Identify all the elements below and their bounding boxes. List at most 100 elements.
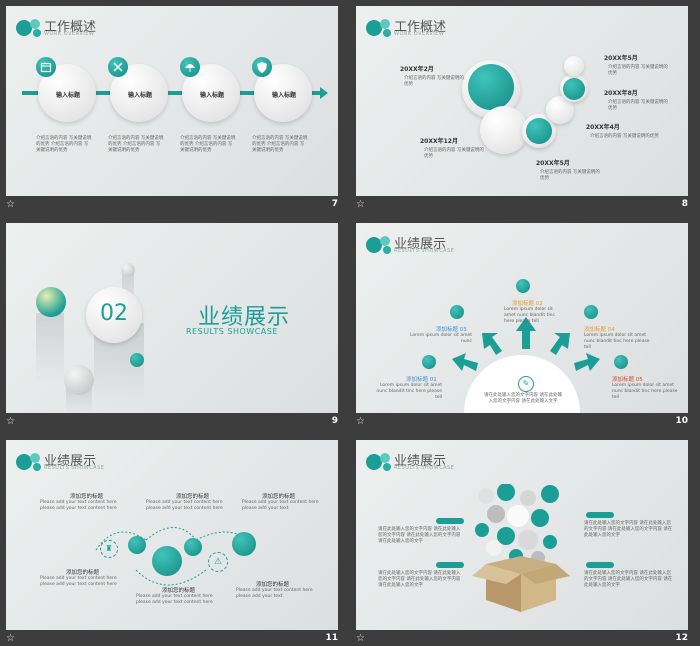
item-text: Please add your text content here please… [40, 576, 117, 587]
slide-footer: ☆ 9 [6, 415, 338, 429]
timeline-circle [526, 118, 552, 144]
logo-icon [366, 236, 391, 254]
item-label: 添加标题 03 [436, 327, 467, 333]
milestone-date: 20XX年5月 [536, 160, 570, 167]
slide-number: 12 [675, 633, 688, 643]
slide-number: 7 [331, 199, 338, 209]
slide-thumbnail-8[interactable]: 工作概述 WORK OVERVIEW 20XX年2月 介绍言语的内容 写关键说明… [350, 0, 688, 212]
slide-footer: ☆ 12 [356, 632, 688, 646]
milestone-text: 介绍言语的内容 写关键说明的优势 [608, 65, 668, 76]
slide-canvas: 02 业绩展示 RESULTS SHOWCASE [6, 223, 338, 413]
item-text: Please add your text content here please… [40, 500, 117, 511]
radial-arrows [452, 317, 600, 371]
slide-number: 9 [331, 416, 338, 426]
text-block: 请在此处输入您的文字内容 请在此处输入您的文字内容 请在此处输入您的文字内容 请… [378, 571, 461, 588]
star-icon[interactable]: ☆ [356, 633, 365, 644]
step-label: 输入标题 [271, 92, 296, 99]
slide-thumbnail-12[interactable]: 业绩展示 RESULTS SHOWCASE 请在此处输入您的文字内容 请在此处输… [350, 434, 688, 646]
item-text: Lorem ipsum dolor sit amet nunc blandit … [504, 307, 555, 324]
timeline-circle [480, 106, 528, 154]
logo-icon [366, 453, 391, 471]
slide-number: 8 [681, 199, 688, 209]
star-icon[interactable]: ☆ [6, 199, 15, 210]
item-label: 添加您的标题 [66, 570, 100, 576]
slide-canvas: 业绩展示 RESULTS SHOWCASE ✎ 请在此处输入您的文字内容 请在此… [356, 223, 688, 413]
text-block: 请在此处输入您的文字内容 请在此处输入您的文字内容 请在此处输入您的文字内容 请… [584, 521, 673, 538]
decorative-ball [36, 287, 66, 317]
slide-subtitle: RESULTS SHOWCASE [394, 248, 455, 254]
milestone-text: 介绍言语的内容 写关键说明的优势 [424, 148, 484, 159]
item-text: Lorem ipsum dolor sit amet nunc [410, 333, 472, 344]
star-icon[interactable]: ☆ [356, 199, 365, 210]
text-block: 请在此处输入您的文字内容 请在此处输入您的文字内容 请在此处输入您的文字内容 请… [584, 571, 673, 588]
milestone-text: 介绍言语的内容 写关键说明的优势 [608, 100, 668, 111]
slide-subtitle: RESULTS SHOWCASE [44, 465, 105, 471]
item-label: 添加标题 05 [612, 377, 643, 383]
timeline-circle [468, 64, 514, 110]
slide-canvas: 工作概述 WORK OVERVIEW 输入标题 介绍言语的内容 写关键说明的优势… [6, 6, 338, 196]
step-description: 介绍言语的内容 写关键说明的优势 介绍言语的内容 写关键说明的优势 [108, 136, 164, 153]
item-text: Please add your text content here please… [242, 500, 319, 511]
slide-thumbnail-11[interactable]: 业绩展示 RESULTS SHOWCASE ♜ ⚠ 添加您的标题 Please … [0, 434, 338, 646]
slide-thumbnail-9[interactable]: 02 业绩展示 RESULTS SHOWCASE ☆ 9 [0, 217, 338, 429]
section-number: 02 [100, 301, 128, 326]
calendar-icon [36, 57, 56, 77]
home-icon [184, 538, 202, 556]
star-badge-icon [614, 355, 628, 369]
item-text: Lorem ipsum dolor sit amet nunc blandit … [584, 333, 650, 350]
slide-footer: ☆ 7 [6, 198, 338, 212]
slide-number: 10 [675, 416, 688, 426]
tools-icon [108, 57, 128, 77]
timeline-circle [563, 78, 585, 100]
pencil-icon: ✎ [518, 376, 534, 392]
logo-icon [16, 453, 41, 471]
item-label: 添加标题 02 [512, 301, 543, 307]
step-description: 介绍言语的内容 写关键说明的优势 介绍言语的内容 写关键说明的优势 [252, 136, 308, 153]
decorative-ball [64, 365, 94, 395]
milestone-date: 20XX年2月 [400, 66, 434, 73]
item-text: Lorem ipsum dolor sit amet nunc blandit … [612, 383, 678, 400]
item-text: Please add your text content here please… [236, 588, 313, 599]
milestone-text: 介绍言语的内容 写关键说明的优势 [590, 134, 659, 139]
label-tag [586, 512, 614, 518]
heart-icon [422, 355, 436, 369]
timeline-circle [564, 56, 584, 76]
item-label: 添加您的标题 [70, 494, 104, 500]
star-icon[interactable]: ☆ [6, 416, 15, 427]
warning-icon: ⚠ [208, 552, 228, 572]
milestone-text: 介绍言语的内容 写关键说明的优势 [404, 76, 464, 87]
slide-thumbnail-10[interactable]: 业绩展示 RESULTS SHOWCASE ✎ 请在此处输入您的文字内容 请在此… [350, 217, 688, 429]
item-label: 添加您的标题 [256, 582, 290, 588]
decorative-ball [121, 263, 135, 277]
text-block: 请在此处输入您的文字内容 请在此处输入您的文字内容 请在此处输入您的文字内容 请… [378, 527, 461, 544]
step-description: 介绍言语的内容 写关键说明的优势 介绍言语的内容 写关键说明的优势 [36, 136, 92, 153]
logo-icon [16, 19, 41, 37]
process-arrow-line [22, 91, 322, 95]
milestone-date: 20XX年4月 [586, 124, 620, 131]
star-icon[interactable]: ☆ [6, 633, 15, 644]
label-tag [436, 562, 464, 568]
item-label: 添加标题 04 [584, 327, 615, 333]
slide-canvas: 工作概述 WORK OVERVIEW 20XX年2月 介绍言语的内容 写关键说明… [356, 6, 688, 196]
star-icon[interactable]: ☆ [356, 416, 365, 427]
slide-thumbnail-7[interactable]: 工作概述 WORK OVERVIEW 输入标题 介绍言语的内容 写关键说明的优势… [0, 0, 338, 212]
globe-icon [450, 305, 464, 319]
step-description: 介绍言语的内容 写关键说明的优势 介绍言语的内容 写关键说明的优势 [180, 136, 236, 153]
document-icon [516, 279, 530, 293]
slide-title: 业绩展示 [44, 454, 97, 469]
plane-icon [128, 536, 146, 554]
item-text: Please add your text content here please… [146, 500, 223, 511]
slide-footer: ☆ 8 [356, 198, 688, 212]
slide-footer: ☆ 10 [356, 415, 688, 429]
item-text: Lorem ipsum dolor sit amet nunc blandit … [376, 383, 442, 400]
item-label: 添加您的标题 [262, 494, 296, 500]
slide-subtitle: WORK OVERVIEW [394, 31, 445, 37]
item-label: 添加您的标题 [162, 588, 196, 594]
slide-canvas: 业绩展示 RESULTS SHOWCASE ♜ ⚠ 添加您的标题 Please … [6, 440, 338, 630]
logo-icon [366, 19, 391, 37]
milestone-date: 20XX年8月 [604, 90, 638, 97]
slide-subtitle: WORK OVERVIEW [44, 31, 95, 37]
section-subtitle: RESULTS SHOWCASE [186, 327, 278, 336]
shield-icon [252, 57, 272, 77]
step-label: 输入标题 [55, 92, 80, 99]
